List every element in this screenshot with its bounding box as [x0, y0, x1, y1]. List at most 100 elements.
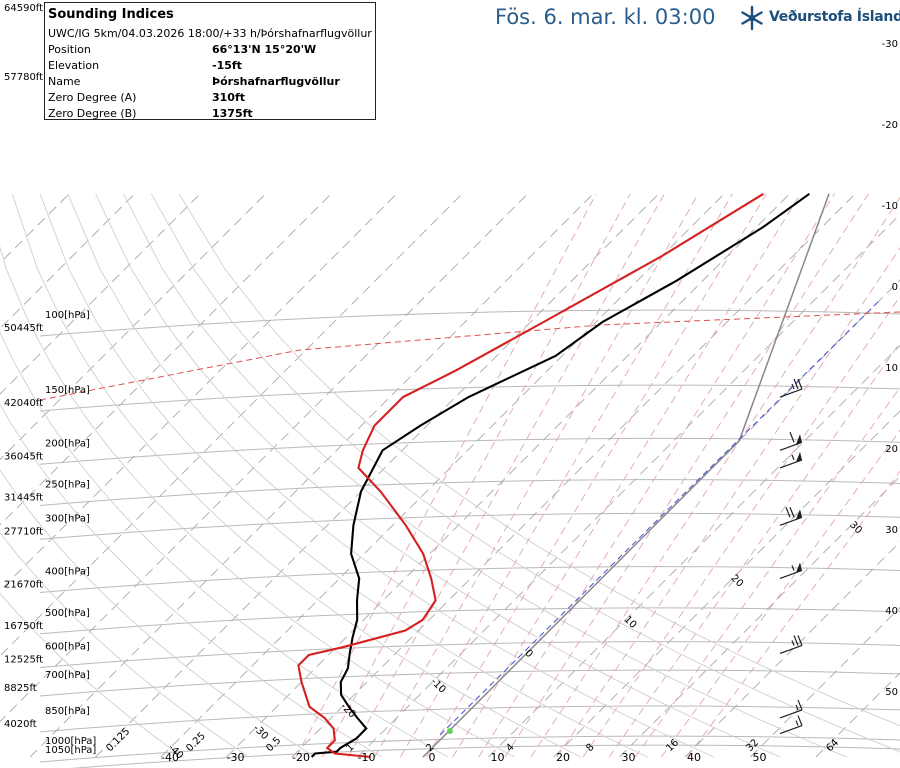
- dry-adiabat-line: [0, 469, 316, 758]
- info-value: -15ft: [212, 59, 242, 72]
- wind-barb-pennant: [796, 451, 802, 462]
- wind-barb-staff: [779, 725, 803, 735]
- dry-adiabat-line: [95, 193, 781, 758]
- pressure-tick-label: 250[hPa]: [45, 480, 90, 491]
- wind-barb-half-flag: [791, 640, 795, 646]
- isobar-line: [39, 479, 900, 506]
- isotherm-line: [0, 193, 529, 723]
- wind-barb-half-flag: [795, 704, 799, 711]
- info-row-zero-degree-a: Zero Degree (A) 310ft: [48, 91, 373, 106]
- wind-barb-staff: [779, 388, 803, 398]
- temperature-profile-line: [297, 192, 765, 759]
- sounding-indices-box: Sounding Indices UWC/IG 5km/04.03.2026 1…: [44, 2, 376, 120]
- isobar-line: [39, 309, 900, 337]
- bottom-temp-label: -10: [358, 751, 376, 764]
- moist-adiabat-line: [347, 193, 665, 758]
- bottom-temp-label: -40: [161, 751, 179, 764]
- isotherm-label: 0: [522, 648, 534, 660]
- wind-barb-pennant: [796, 434, 802, 445]
- isobar-line: [39, 641, 900, 668]
- bottom-temp-label: -30: [227, 751, 245, 764]
- right-axis-label: -20: [882, 120, 898, 131]
- isotherm-label: 10: [622, 614, 639, 631]
- moist-adiabat-line: [478, 193, 835, 758]
- height-tick-label: 50445ft: [4, 323, 43, 334]
- isobar-line: [39, 735, 900, 763]
- info-value: Þórshafnarflugvöllur: [212, 75, 340, 88]
- wind-barb-pennant: [796, 509, 802, 520]
- bottom-temp-label: 10: [491, 751, 505, 764]
- moist-adiabat-line: [426, 193, 767, 758]
- height-tick-label: 31445ft: [4, 493, 43, 504]
- wind-barb-staff: [779, 441, 803, 451]
- bottom-temp-label: 50: [753, 751, 767, 764]
- isotherm-line: [619, 475, 900, 758]
- pressure-tick-label: 1050[hPa]: [45, 745, 96, 756]
- isotherm-line: [0, 193, 463, 657]
- brand-name: Veðurstofa Íslands: [769, 9, 900, 25]
- moist-adiabat-line: [556, 247, 900, 758]
- info-value: 310ft: [212, 91, 246, 104]
- wind-barb-half-flag: [791, 454, 795, 461]
- forecast-time-title: Fös. 6. mar. kl. 03:00: [495, 5, 716, 29]
- right-axis-label: -30: [882, 39, 898, 50]
- moist-adiabat-line: [634, 386, 900, 758]
- mixing-ratio-label: 64: [824, 737, 841, 754]
- moist-adiabat-line: [295, 193, 597, 758]
- wind-barb-staff: [779, 459, 803, 469]
- height-tick-label: 36045ft: [4, 451, 43, 462]
- wind-barb-flag: [793, 635, 799, 646]
- dry-adiabat-line: [150, 193, 900, 753]
- info-title: Sounding Indices: [48, 7, 174, 22]
- wind-barb-flag: [793, 378, 799, 390]
- isotherm-line: [684, 541, 900, 758]
- bottom-temp-label: 40: [687, 751, 701, 764]
- dry-adiabat-line: [67, 193, 714, 758]
- wind-barb-half-flag: [795, 720, 799, 726]
- info-label: Name: [48, 75, 81, 88]
- wind-barb-flag: [797, 715, 803, 726]
- dewpoint-profile-line: [310, 192, 811, 758]
- dry-adiabat-line: [0, 532, 250, 758]
- isotherm-line: [29, 193, 594, 758]
- info-row-name: Name Þórshafnarflugvöllur: [48, 75, 373, 90]
- bottom-temp-label: 30: [622, 751, 636, 764]
- isobar-line: [39, 705, 900, 733]
- snowflake-icon: [741, 5, 763, 31]
- isotherm-line: [226, 193, 791, 758]
- info-subtitle: UWC/IG 5km/04.03.2026 18:00/+33 h/Þórsha…: [48, 27, 372, 40]
- wind-barb-flag: [789, 432, 795, 443]
- isotherm-line: [0, 193, 332, 526]
- pressure-tick-label: 300[hPa]: [45, 513, 90, 524]
- isobar-line: [39, 607, 900, 635]
- wind-barb-flag: [797, 378, 803, 390]
- isotherm-line: [95, 193, 660, 758]
- dry-adiabat-line: [0, 331, 449, 758]
- info-value: 1375ft: [212, 107, 253, 120]
- info-label: Elevation: [48, 59, 100, 72]
- moist-adiabat-line: [582, 295, 900, 758]
- isobar-line: [39, 437, 900, 465]
- info-row-position: Position 66°13'N 15°20'W: [48, 43, 373, 58]
- right-axis-label: 0: [892, 282, 898, 293]
- info-label: Position: [48, 43, 91, 56]
- height-tick-label: 27710ft: [4, 526, 43, 537]
- wind-barb-flag: [797, 635, 803, 646]
- moist-adiabat-line: [660, 429, 900, 758]
- dry-adiabat-line: [123, 193, 847, 758]
- isotherm-line: [0, 193, 201, 395]
- dry-adiabat-line: [178, 193, 900, 727]
- moist-adiabat-line: [608, 342, 900, 758]
- isotherm-line: [422, 279, 900, 758]
- pressure-tick-label: 400[hPa]: [45, 566, 90, 577]
- wind-barb-staff: [779, 516, 803, 526]
- info-label: Zero Degree (A): [48, 91, 137, 104]
- isotherm-label: 20: [728, 573, 745, 590]
- mixing-ratio-label: 0.5: [264, 735, 283, 754]
- isotherm-line: [357, 213, 900, 758]
- dry-adiabat-line: [0, 592, 183, 758]
- pressure-tick-label: 200[hPa]: [45, 438, 90, 449]
- parcel-path-line: [439, 299, 881, 736]
